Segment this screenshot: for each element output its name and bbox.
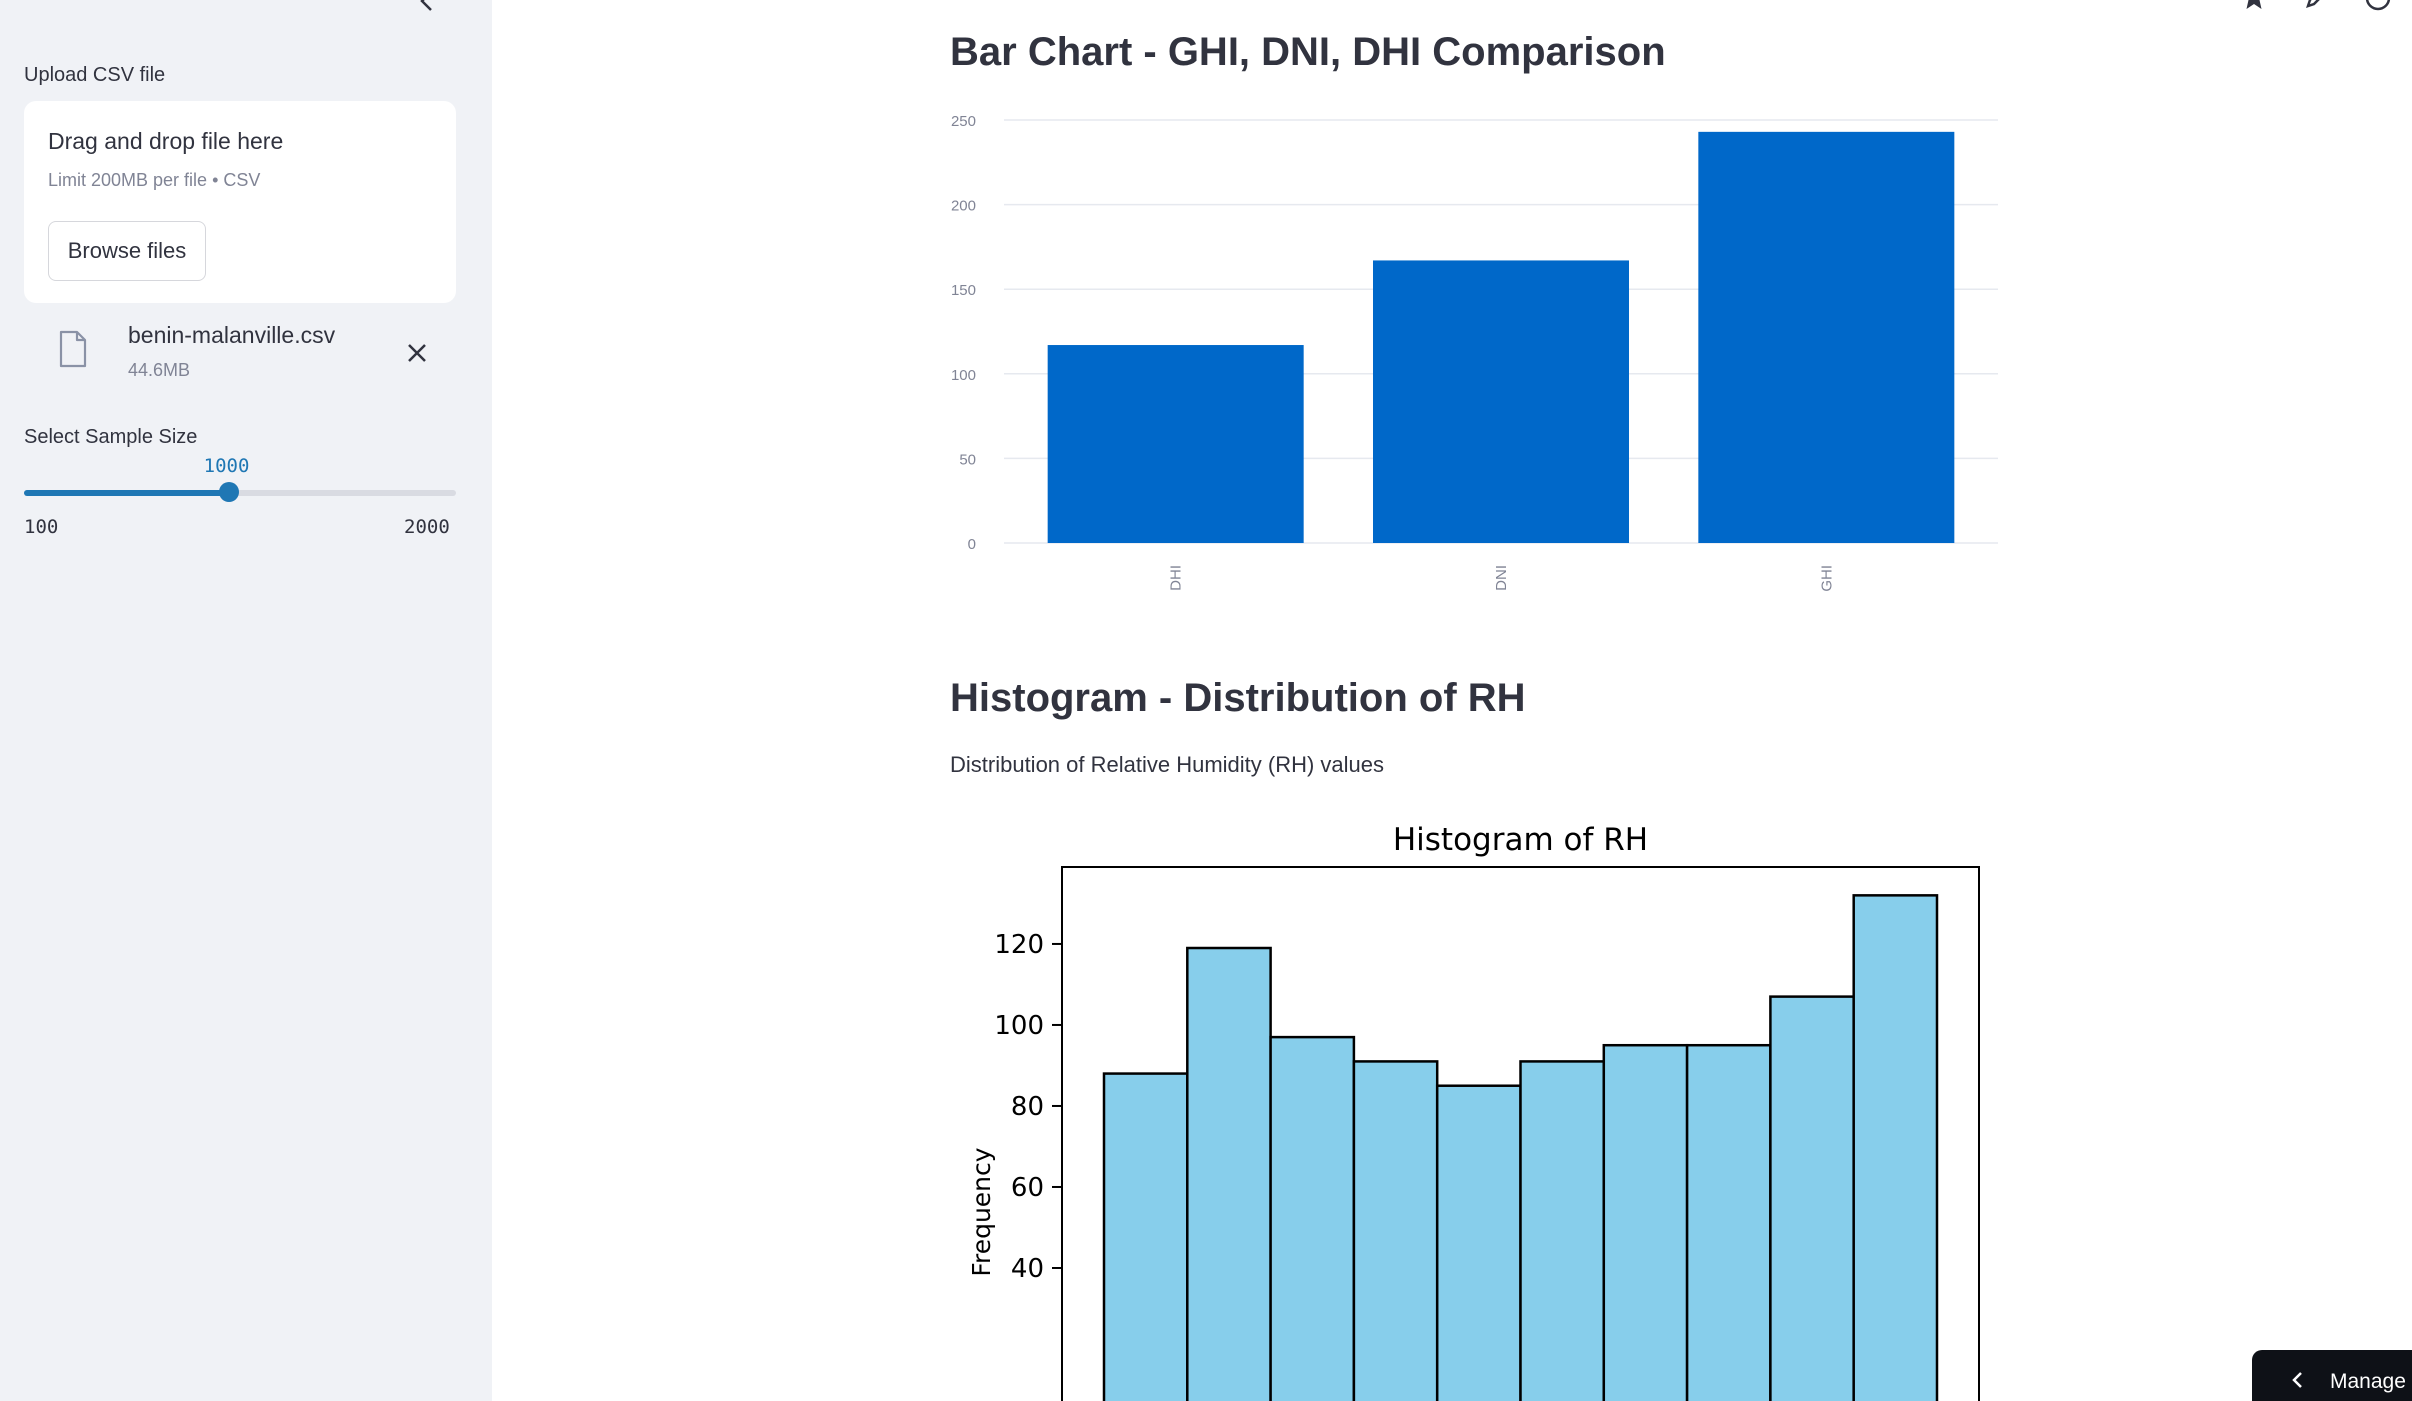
file-name: benin-malanville.csv [128, 322, 336, 348]
y-tick-label: 50 [959, 451, 976, 468]
x-tick-label: GHI [1818, 565, 1835, 592]
histogram-chart: Histogram of RH Frequency 40 60 80 100 120 [967, 822, 1980, 1401]
histogram-bar [1769, 995, 1855, 1401]
histogram-bar [1852, 894, 1939, 1401]
slider-max: 2000 [404, 516, 450, 538]
histogram-bar [1435, 1084, 1522, 1401]
sidebar: Upload CSV file Drag and drop file here … [0, 0, 492, 1401]
bar [1047, 345, 1304, 543]
y-tick-label: 80 [1011, 1092, 1044, 1122]
collapse-sidebar-icon[interactable] [412, 0, 442, 16]
remove-file-icon[interactable] [402, 338, 432, 368]
toolbar [2240, 0, 2392, 12]
slider-label: Select Sample Size [24, 426, 198, 448]
y-axis-label: Frequency [967, 1147, 996, 1276]
upload-label: Upload CSV file [24, 64, 166, 86]
edit-icon[interactable] [2302, 0, 2330, 12]
x-tick-label: DHI [1168, 565, 1185, 591]
y-tick-label: 100 [951, 367, 976, 384]
histogram-title: Histogram of RH [1393, 822, 1648, 858]
plot-frame [1061, 866, 1980, 1401]
y-tick-label: 100 [994, 1011, 1044, 1041]
github-icon[interactable] [2364, 0, 2392, 12]
browse-files-button[interactable]: Browse files [48, 221, 206, 281]
y-tick-label: 60 [1011, 1173, 1044, 1203]
manage-app-label: Manage a [2330, 1370, 2412, 1393]
histogram-bar [1269, 1035, 1356, 1401]
slider-thumb[interactable] [218, 482, 239, 502]
y-tick-label: 150 [951, 282, 976, 299]
chevron-left-icon [2288, 1370, 2308, 1396]
bar-chart-heading: Bar Chart - GHI, DNI, DHI Comparison [950, 30, 1666, 74]
uploaded-file: benin-malanville.csv 44.6MB [24, 318, 456, 388]
histogram-heading: Histogram - Distribution of RH [950, 676, 1526, 720]
bar [1698, 131, 1955, 543]
file-size: 44.6MB [128, 360, 191, 380]
bar-chart: 0 50 100 150 200 250 DHI DNI GHI [951, 113, 1998, 592]
manage-app-button[interactable]: Manage a [2252, 1350, 2412, 1401]
histogram-caption: Distribution of Relative Humidity (RH) v… [950, 752, 1385, 777]
file-dropzone[interactable]: Drag and drop file here Limit 200MB per … [24, 101, 456, 303]
dropzone-title: Drag and drop file here [48, 128, 284, 154]
y-tick-label: 120 [994, 930, 1044, 960]
slider-value: 1000 [203, 455, 250, 477]
star-icon[interactable] [2240, 0, 2268, 12]
histogram-bar [1352, 1060, 1439, 1401]
slider-fill [24, 490, 229, 496]
x-tick-label: DNI [1493, 565, 1510, 591]
histogram-bar [1519, 1060, 1606, 1401]
histogram-bar [1186, 946, 1272, 1401]
dropzone-limit: Limit 200MB per file • CSV [48, 170, 261, 190]
y-tick-label: 40 [1011, 1254, 1044, 1284]
histogram-bar [1102, 1072, 1189, 1401]
file-icon [58, 330, 88, 373]
y-tick-label: 250 [951, 113, 976, 130]
histogram-bar [1602, 1043, 1689, 1401]
y-tick-label: 0 [968, 536, 976, 553]
slider-min: 100 [24, 516, 59, 538]
main-content: Bar Chart - GHI, DNI, DHI Comparison 0 50… [492, 0, 2412, 1401]
sample-size-slider[interactable] [24, 482, 456, 502]
histogram-bar [1685, 1043, 1772, 1401]
y-tick-label: 200 [951, 198, 976, 215]
bar [1373, 260, 1629, 543]
